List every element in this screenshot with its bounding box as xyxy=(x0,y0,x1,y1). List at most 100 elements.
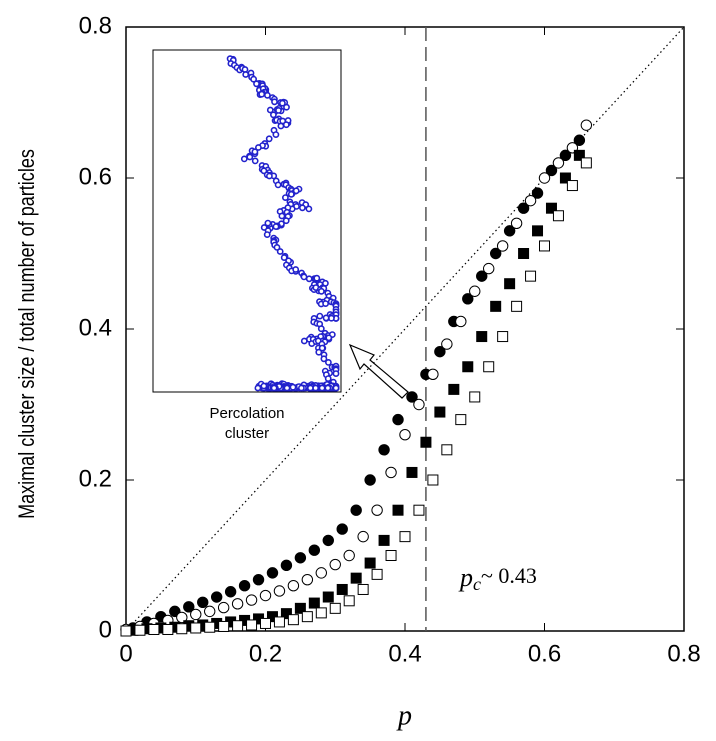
point xyxy=(462,293,474,305)
cluster-particle xyxy=(263,231,271,238)
point xyxy=(315,567,327,579)
point xyxy=(420,436,432,448)
point xyxy=(378,444,390,456)
point xyxy=(517,202,530,214)
cluster-particle xyxy=(264,219,272,227)
point xyxy=(259,589,272,602)
point xyxy=(489,247,502,260)
point xyxy=(573,134,586,146)
annotation-symbol: p xyxy=(458,563,473,592)
inset-label: cluster xyxy=(225,425,269,442)
point xyxy=(350,504,362,516)
point xyxy=(525,270,537,282)
point xyxy=(364,474,376,486)
point xyxy=(469,391,481,403)
x-tick-label: 0.4 xyxy=(388,640,421,667)
point xyxy=(441,444,453,456)
cluster-particle xyxy=(280,254,288,261)
point xyxy=(413,398,425,411)
arrow xyxy=(348,343,409,399)
point xyxy=(322,534,334,547)
point xyxy=(308,597,320,609)
cluster-particle xyxy=(276,248,284,255)
point xyxy=(545,164,558,177)
point xyxy=(176,623,188,635)
cluster-particle xyxy=(322,300,329,307)
point xyxy=(273,585,286,597)
cluster-particle xyxy=(278,99,286,107)
point xyxy=(483,262,495,275)
point xyxy=(580,157,592,169)
point xyxy=(476,270,488,282)
point xyxy=(392,413,404,426)
point xyxy=(322,591,334,603)
point xyxy=(280,608,292,620)
cluster-particle xyxy=(282,217,290,225)
point xyxy=(246,619,258,631)
point xyxy=(518,248,530,259)
point xyxy=(287,580,300,592)
point xyxy=(357,530,369,543)
point xyxy=(413,504,425,516)
x-tick-label: 0.8 xyxy=(667,640,700,667)
cluster-particle xyxy=(240,155,248,163)
point xyxy=(371,568,383,580)
point xyxy=(231,598,244,610)
point xyxy=(315,607,327,619)
cluster-particle xyxy=(324,358,332,366)
cluster-particle xyxy=(297,384,305,392)
cluster-particle xyxy=(316,312,324,320)
point xyxy=(399,531,411,543)
cluster-particle xyxy=(283,103,290,111)
cluster-particle xyxy=(306,384,314,392)
inset: Percolation cluster xyxy=(152,49,409,442)
point xyxy=(559,172,571,184)
cluster-particle xyxy=(260,382,268,390)
point xyxy=(232,620,244,632)
x-axis-label: p xyxy=(396,700,412,731)
point xyxy=(287,614,299,626)
point xyxy=(392,504,404,516)
point xyxy=(301,611,313,623)
cluster-particle xyxy=(305,205,313,213)
point xyxy=(573,149,585,161)
point xyxy=(455,414,467,426)
point xyxy=(134,624,146,636)
cluster-particle xyxy=(258,90,266,98)
cluster-particle xyxy=(275,107,282,114)
point xyxy=(371,504,383,516)
point xyxy=(308,544,321,556)
point xyxy=(301,573,314,586)
point xyxy=(204,621,216,633)
point xyxy=(385,466,397,479)
y-tick-label: 0.8 xyxy=(79,12,112,39)
point xyxy=(455,315,467,328)
cluster-particle xyxy=(272,223,280,230)
point xyxy=(469,285,481,297)
point xyxy=(552,157,565,169)
annotation-text: ~ 0.43 xyxy=(481,563,537,588)
cluster-particle xyxy=(322,314,330,322)
point xyxy=(441,338,453,350)
point xyxy=(399,429,411,441)
cluster-particle xyxy=(281,194,289,201)
x-tick-label: 0.6 xyxy=(528,640,561,667)
point xyxy=(496,240,509,252)
cluster-particle xyxy=(242,71,250,78)
point xyxy=(504,278,516,290)
point xyxy=(343,595,355,607)
point xyxy=(378,534,390,546)
y-axis-label: Maximal cluster size / total number of p… xyxy=(15,149,39,519)
cluster-particle xyxy=(298,204,306,212)
y-tick-label: 0.2 xyxy=(79,465,112,492)
cluster-particle xyxy=(271,98,278,106)
point xyxy=(483,361,495,373)
point xyxy=(524,194,537,207)
cluster-particle xyxy=(287,190,295,198)
cluster-particle xyxy=(324,375,332,382)
cluster-particle xyxy=(325,334,333,342)
cluster-particle xyxy=(320,355,328,363)
point xyxy=(120,625,132,637)
point xyxy=(434,345,446,358)
point xyxy=(190,622,202,634)
